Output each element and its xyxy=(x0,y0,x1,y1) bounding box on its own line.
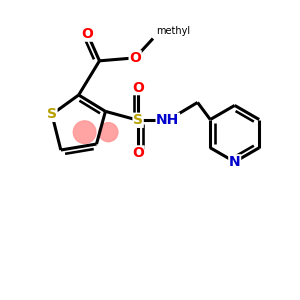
Circle shape xyxy=(99,123,118,142)
Text: methyl: methyl xyxy=(156,26,190,36)
Text: NH: NH xyxy=(156,113,179,127)
Text: O: O xyxy=(132,81,144,94)
Text: O: O xyxy=(82,27,94,41)
Text: N: N xyxy=(229,155,241,169)
Text: O: O xyxy=(132,146,144,160)
Text: S: S xyxy=(133,113,143,127)
Text: O: O xyxy=(129,51,141,65)
Text: S: S xyxy=(47,107,57,121)
Circle shape xyxy=(73,121,96,143)
